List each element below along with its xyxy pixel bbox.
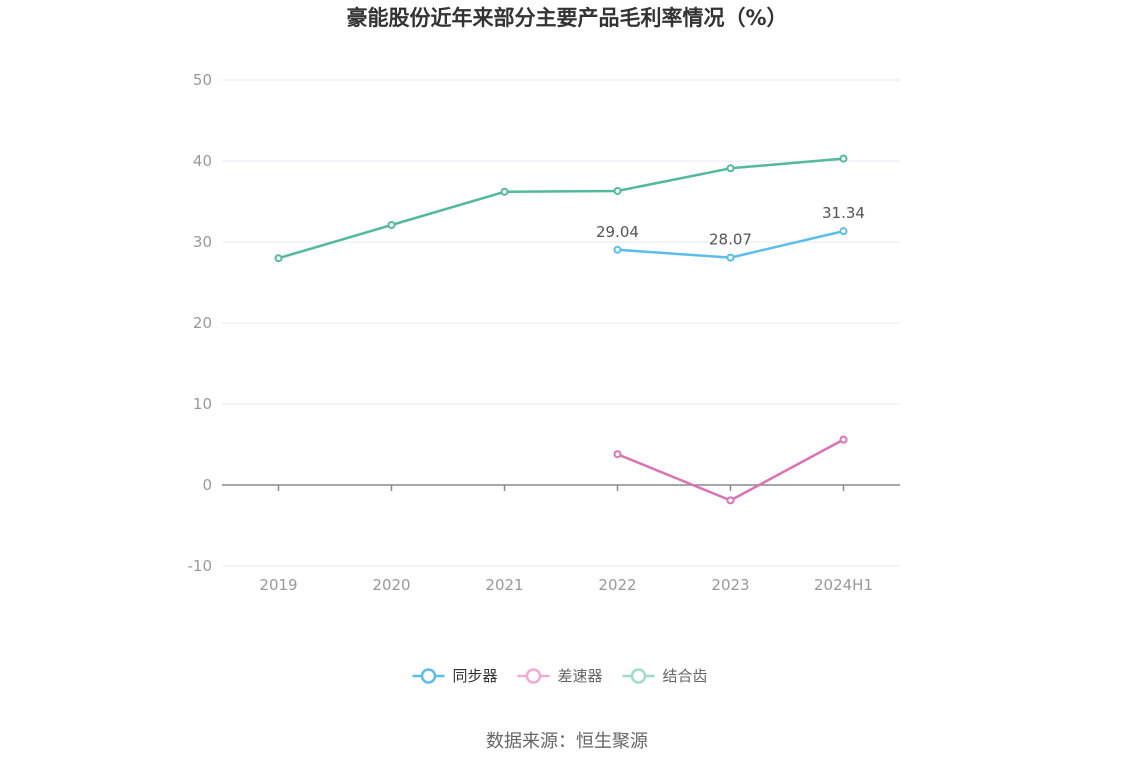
data-point[interactable] [726,496,735,505]
data-point[interactable] [274,254,283,263]
data-label: 29.04 [596,223,639,241]
x-tick-label: 2022 [598,576,636,594]
y-tick-label: 20 [193,314,212,332]
y-tick-label: 0 [202,476,212,494]
x-tick-label: 2019 [259,576,297,594]
legend-label: 差速器 [558,667,603,685]
x-tick-label: 2021 [485,576,523,594]
data-point[interactable] [613,186,622,195]
y-tick-label: 50 [193,71,212,89]
x-axis: 2019 2020 2021 2022 2023 2024H1 [222,484,900,594]
legend-marker [525,668,542,684]
legend-marker [420,668,437,684]
x-tick-label: 2023 [711,576,749,594]
data-point[interactable] [726,253,735,262]
y-axis: -10 0 10 20 30 40 50 [188,71,213,575]
legend-label: 结合齿 [663,667,708,685]
series-2 [613,435,848,505]
data-label: 28.07 [709,231,752,249]
data-point[interactable] [839,154,848,163]
data-point[interactable] [613,245,622,254]
x-tick-label: 2020 [372,576,410,594]
legend-item[interactable]: 同步器 [412,667,498,685]
series-line [617,438,845,502]
series-1: 29.04 28.07 31.34 [596,204,865,262]
grid-lines [222,79,900,567]
data-point[interactable] [839,435,848,444]
legend-marker [630,668,647,684]
legend-label: 同步器 [453,667,498,685]
series-3 [274,154,848,263]
y-tick-label: 30 [193,233,212,251]
data-point[interactable] [726,164,735,173]
data-point[interactable] [613,450,622,459]
legend-item[interactable]: 差速器 [517,667,603,685]
series-group: 29.04 28.07 31.34 [274,154,865,505]
y-tick-label: -10 [188,557,213,575]
x-tick-label: 2024H1 [814,576,873,594]
y-tick-label: 10 [193,395,212,413]
data-point[interactable] [500,187,509,196]
legend-item[interactable]: 结合齿 [622,667,708,685]
data-label: 31.34 [822,204,865,222]
y-tick-label: 40 [193,152,212,170]
chart-title: 豪能股份近年来部分主要产品毛利率情况（%） [346,6,787,30]
data-point[interactable] [387,220,396,229]
legend[interactable]: 同步器 差速器 结合齿 [412,667,708,685]
data-point[interactable] [839,227,848,236]
series-line [278,157,844,260]
data-source: 数据来源：恒生聚源 [486,731,648,752]
